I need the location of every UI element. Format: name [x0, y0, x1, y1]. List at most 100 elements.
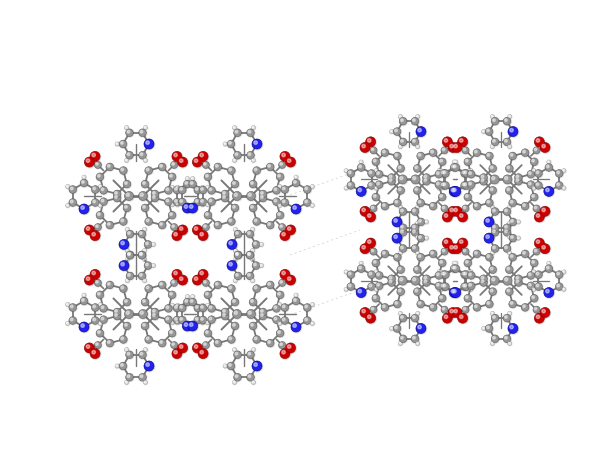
- Circle shape: [254, 363, 257, 366]
- Circle shape: [418, 218, 425, 226]
- Circle shape: [209, 188, 212, 191]
- Circle shape: [193, 343, 203, 354]
- Circle shape: [508, 311, 512, 315]
- Circle shape: [251, 206, 253, 208]
- Circle shape: [509, 218, 517, 226]
- Circle shape: [508, 126, 518, 136]
- Circle shape: [360, 262, 361, 263]
- Circle shape: [416, 222, 418, 223]
- Circle shape: [214, 281, 222, 289]
- Circle shape: [90, 151, 100, 162]
- Circle shape: [231, 322, 239, 330]
- Circle shape: [253, 241, 260, 249]
- Circle shape: [186, 295, 187, 297]
- Circle shape: [128, 274, 130, 276]
- Circle shape: [252, 126, 254, 128]
- Circle shape: [439, 270, 441, 272]
- Circle shape: [203, 279, 210, 287]
- Circle shape: [486, 301, 494, 308]
- Circle shape: [431, 150, 433, 153]
- Circle shape: [227, 240, 238, 250]
- Circle shape: [144, 241, 152, 248]
- Circle shape: [143, 126, 148, 130]
- Circle shape: [274, 188, 277, 191]
- Circle shape: [450, 208, 454, 212]
- Circle shape: [140, 153, 143, 156]
- Circle shape: [250, 204, 257, 212]
- Circle shape: [463, 182, 470, 189]
- Circle shape: [123, 298, 131, 306]
- Circle shape: [442, 182, 450, 190]
- Circle shape: [282, 153, 285, 157]
- Circle shape: [462, 171, 465, 174]
- Circle shape: [235, 130, 238, 133]
- Circle shape: [439, 169, 443, 173]
- Circle shape: [467, 186, 471, 190]
- Circle shape: [172, 349, 182, 360]
- Circle shape: [401, 225, 403, 228]
- Circle shape: [533, 248, 541, 256]
- Circle shape: [151, 190, 159, 198]
- Circle shape: [228, 167, 236, 175]
- Circle shape: [515, 178, 523, 186]
- Circle shape: [368, 170, 376, 177]
- Circle shape: [369, 284, 372, 287]
- Circle shape: [491, 314, 499, 322]
- Circle shape: [523, 305, 526, 308]
- Circle shape: [233, 158, 237, 162]
- Circle shape: [490, 115, 494, 118]
- Circle shape: [441, 147, 449, 154]
- Circle shape: [398, 311, 403, 316]
- Circle shape: [467, 282, 475, 290]
- Circle shape: [401, 230, 403, 233]
- Circle shape: [510, 302, 513, 304]
- Circle shape: [126, 193, 130, 196]
- Circle shape: [234, 258, 235, 260]
- Circle shape: [469, 270, 473, 274]
- Circle shape: [394, 153, 402, 160]
- Circle shape: [106, 281, 114, 289]
- Circle shape: [138, 230, 146, 238]
- Circle shape: [356, 288, 366, 297]
- Circle shape: [101, 188, 104, 191]
- Circle shape: [287, 277, 291, 280]
- Circle shape: [455, 262, 456, 263]
- Circle shape: [557, 272, 559, 275]
- Circle shape: [286, 343, 296, 353]
- Circle shape: [510, 128, 514, 132]
- Circle shape: [205, 173, 212, 181]
- Circle shape: [98, 203, 103, 207]
- Circle shape: [398, 342, 403, 346]
- Circle shape: [469, 169, 473, 173]
- Circle shape: [563, 270, 564, 272]
- Circle shape: [490, 276, 499, 285]
- Circle shape: [98, 292, 100, 295]
- Circle shape: [400, 224, 407, 232]
- Circle shape: [505, 225, 507, 228]
- Circle shape: [119, 239, 129, 249]
- Circle shape: [490, 221, 494, 225]
- Circle shape: [90, 349, 100, 359]
- Circle shape: [489, 187, 497, 195]
- Circle shape: [251, 324, 253, 326]
- Circle shape: [507, 166, 509, 169]
- Circle shape: [398, 145, 403, 149]
- Circle shape: [126, 258, 127, 260]
- Circle shape: [491, 335, 499, 342]
- Circle shape: [280, 152, 290, 162]
- Circle shape: [169, 329, 176, 338]
- Circle shape: [454, 261, 458, 265]
- Circle shape: [473, 304, 481, 312]
- Circle shape: [178, 316, 186, 324]
- Circle shape: [173, 198, 181, 206]
- Circle shape: [455, 161, 456, 162]
- Circle shape: [437, 270, 441, 274]
- Circle shape: [545, 164, 553, 172]
- Circle shape: [515, 279, 522, 286]
- Circle shape: [374, 288, 379, 292]
- Circle shape: [533, 306, 541, 314]
- Circle shape: [463, 249, 466, 252]
- Circle shape: [234, 230, 242, 238]
- Circle shape: [249, 298, 257, 306]
- Circle shape: [448, 143, 458, 153]
